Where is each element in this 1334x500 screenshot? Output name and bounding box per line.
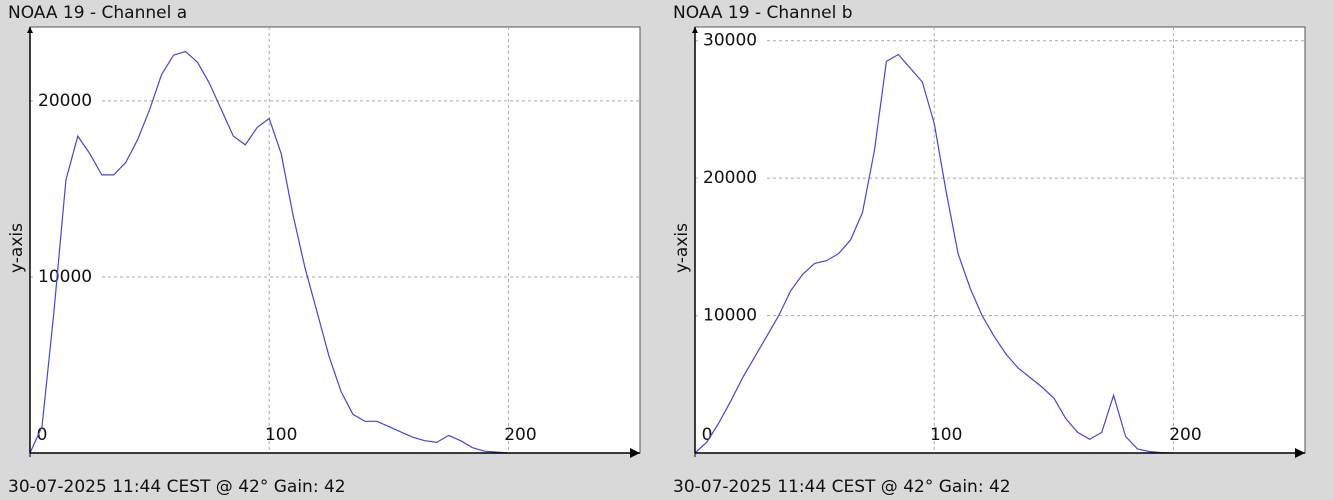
y-tick-label: 20000	[38, 91, 92, 111]
footer-status: 30-07-2025 11:44 CEST @ 42° Gain: 42	[8, 477, 346, 497]
x-tick-label: 100	[265, 425, 297, 445]
y-axis-arrow	[692, 27, 698, 33]
chart-title: NOAA 19 - Channel a	[8, 3, 187, 23]
y-axis-arrow	[27, 27, 33, 33]
tick-label-bg	[36, 266, 102, 287]
tick-label-bg	[701, 30, 767, 51]
plot-area	[29, 26, 641, 454]
chart-title: NOAA 19 - Channel b	[673, 3, 853, 23]
plot-area	[694, 26, 1306, 454]
tick-label-bg	[701, 305, 767, 326]
y-tick-label: 10000	[38, 267, 92, 287]
x-tick-label: 100	[930, 425, 962, 445]
y-axis-label: y-axis	[7, 223, 27, 273]
y-axis-label: y-axis	[672, 223, 692, 273]
x-tick-label: 0	[702, 425, 713, 445]
x-tick-label: 200	[1169, 425, 1201, 445]
y-tick-label: 10000	[703, 306, 757, 326]
tick-label-bg	[701, 168, 767, 189]
y-tick-label: 20000	[703, 168, 757, 188]
x-axis-arrow	[1295, 448, 1305, 458]
y-tick-label: 30000	[703, 31, 757, 51]
data-line	[29, 50, 509, 454]
data-line	[694, 53, 1174, 454]
tick-label-bg	[36, 90, 102, 111]
x-tick-label: 200	[504, 425, 536, 445]
x-axis-arrow	[630, 448, 640, 458]
footer-status: 30-07-2025 11:44 CEST @ 42° Gain: 42	[673, 477, 1011, 497]
x-tick-label: 0	[37, 425, 48, 445]
